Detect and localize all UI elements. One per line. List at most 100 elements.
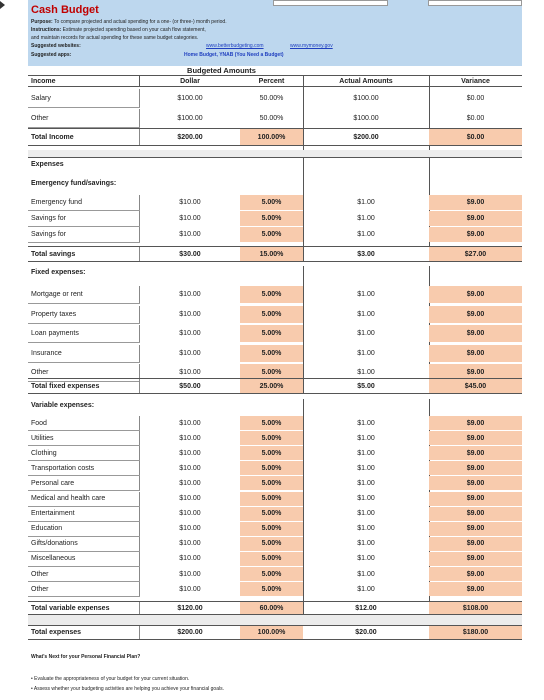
- variance-cell[interactable]: $9.00: [429, 211, 522, 226]
- variance-cell[interactable]: $27.00: [429, 247, 522, 261]
- dollar-cell[interactable]: $10.00: [179, 570, 201, 578]
- percent-cell[interactable]: 5.00%: [240, 506, 303, 521]
- percent-cell[interactable]: 5.00%: [240, 305, 303, 323]
- actual-cell[interactable]: $12.00: [355, 604, 377, 612]
- dollar-cell[interactable]: $100.00: [177, 94, 203, 102]
- variance-cell[interactable]: $9.00: [429, 364, 522, 381]
- dollar-cell[interactable]: $10.00: [179, 434, 201, 442]
- percent-cell[interactable]: 100.00%: [240, 626, 303, 639]
- dollar-cell[interactable]: $10.00: [179, 330, 201, 337]
- variance-cell[interactable]: $9.00: [429, 491, 522, 506]
- dollar-cell[interactable]: $10.00: [179, 495, 201, 502]
- percent-cell[interactable]: 5.00%: [240, 461, 303, 476]
- dollar-cell[interactable]: $10.00: [179, 199, 201, 206]
- percent-cell[interactable]: 15.00%: [240, 247, 303, 261]
- actual-cell[interactable]: $1.00: [357, 199, 375, 206]
- variance-cell[interactable]: $9.00: [429, 582, 522, 597]
- percent-cell[interactable]: 60.00%: [240, 602, 303, 614]
- dollar-cell[interactable]: $10.00: [179, 231, 201, 238]
- actual-cell[interactable]: $1.00: [357, 434, 375, 442]
- percent-cell[interactable]: 50.00%: [259, 114, 284, 122]
- variance-cell[interactable]: $9.00: [429, 344, 522, 362]
- actual-cell[interactable]: $1.00: [357, 540, 375, 548]
- variance-cell[interactable]: $9.00: [429, 305, 522, 323]
- actual-cell[interactable]: $1.00: [357, 419, 375, 427]
- variance-cell[interactable]: $9.00: [429, 227, 522, 242]
- actual-cell[interactable]: $1.00: [357, 215, 375, 222]
- percent-cell[interactable]: 5.00%: [240, 521, 303, 536]
- variance-cell[interactable]: $0.00: [466, 94, 485, 102]
- percent-cell[interactable]: 5.00%: [240, 344, 303, 362]
- actual-cell[interactable]: $1.00: [357, 464, 375, 472]
- percent-cell[interactable]: 5.00%: [240, 431, 303, 446]
- website-link[interactable]: www.mymoney.gov: [290, 43, 333, 49]
- percent-cell[interactable]: 5.00%: [240, 536, 303, 551]
- website-link[interactable]: www.betterbudgeting.com: [206, 43, 264, 49]
- header-input-box[interactable]: [428, 0, 522, 6]
- dollar-cell[interactable]: $10.00: [179, 464, 201, 472]
- percent-cell[interactable]: 5.00%: [240, 286, 303, 303]
- actual-cell[interactable]: $1.00: [357, 570, 375, 578]
- variance-cell[interactable]: $45.00: [429, 379, 522, 393]
- variance-cell[interactable]: $9.00: [429, 286, 522, 303]
- variance-cell[interactable]: $9.00: [429, 195, 522, 210]
- percent-cell[interactable]: 5.00%: [240, 491, 303, 506]
- dollar-cell[interactable]: $200.00: [177, 629, 203, 636]
- percent-cell[interactable]: 50.00%: [259, 94, 284, 102]
- dollar-cell[interactable]: $10.00: [179, 585, 201, 593]
- percent-cell[interactable]: 5.00%: [240, 195, 303, 210]
- variance-cell[interactable]: $0.00: [466, 114, 485, 122]
- actual-cell[interactable]: $1.00: [357, 525, 375, 533]
- dollar-cell[interactable]: $120.00: [177, 604, 203, 612]
- actual-cell[interactable]: $3.00: [357, 250, 375, 258]
- actual-cell[interactable]: $1.00: [357, 555, 375, 563]
- dollar-cell[interactable]: $100.00: [177, 114, 203, 122]
- actual-cell[interactable]: $20.00: [355, 629, 377, 636]
- dollar-cell[interactable]: $50.00: [179, 382, 201, 390]
- dollar-cell[interactable]: $10.00: [179, 310, 201, 318]
- dollar-cell[interactable]: $10.00: [179, 555, 201, 563]
- variance-cell[interactable]: $9.00: [429, 325, 522, 342]
- actual-cell[interactable]: $1.00: [357, 369, 375, 376]
- percent-cell[interactable]: 5.00%: [240, 567, 303, 581]
- variance-cell[interactable]: $9.00: [429, 461, 522, 476]
- dollar-cell[interactable]: $10.00: [179, 449, 201, 457]
- actual-cell[interactable]: $1.00: [357, 310, 375, 318]
- dollar-cell[interactable]: $10.00: [179, 479, 201, 487]
- actual-cell[interactable]: $1.00: [357, 510, 375, 518]
- actual-cell[interactable]: $100.00: [353, 114, 379, 122]
- percent-cell[interactable]: 5.00%: [240, 325, 303, 342]
- percent-cell[interactable]: 5.00%: [240, 227, 303, 242]
- dollar-cell[interactable]: $10.00: [179, 419, 201, 427]
- variance-cell[interactable]: $108.00: [429, 602, 522, 614]
- variance-cell[interactable]: $9.00: [429, 446, 522, 461]
- dollar-cell[interactable]: $10.00: [179, 540, 201, 548]
- actual-cell[interactable]: $1.00: [357, 585, 375, 593]
- header-input-box[interactable]: [273, 0, 388, 6]
- variance-cell[interactable]: $9.00: [429, 476, 522, 491]
- dollar-cell[interactable]: $10.00: [179, 215, 201, 222]
- variance-cell[interactable]: $0.00: [429, 129, 522, 145]
- percent-cell[interactable]: 5.00%: [240, 416, 303, 430]
- percent-cell[interactable]: 5.00%: [240, 582, 303, 597]
- variance-cell[interactable]: $9.00: [429, 431, 522, 446]
- percent-cell[interactable]: 5.00%: [240, 364, 303, 381]
- percent-cell[interactable]: 100.00%: [240, 129, 303, 145]
- actual-cell[interactable]: $1.00: [357, 449, 375, 457]
- percent-cell[interactable]: 5.00%: [240, 551, 303, 566]
- dollar-cell[interactable]: $10.00: [179, 291, 201, 298]
- variance-cell[interactable]: $9.00: [429, 416, 522, 430]
- actual-cell[interactable]: $1.00: [357, 495, 375, 502]
- variance-cell[interactable]: $180.00: [429, 626, 522, 639]
- variance-cell[interactable]: $9.00: [429, 551, 522, 566]
- dollar-cell[interactable]: $200.00: [177, 133, 203, 141]
- dollar-cell[interactable]: $10.00: [179, 510, 201, 518]
- actual-cell[interactable]: $200.00: [353, 133, 379, 141]
- percent-cell[interactable]: 25.00%: [240, 379, 303, 393]
- percent-cell[interactable]: 5.00%: [240, 476, 303, 491]
- dollar-cell[interactable]: $10.00: [179, 369, 201, 376]
- percent-cell[interactable]: 5.00%: [240, 446, 303, 461]
- dollar-cell[interactable]: $10.00: [179, 525, 201, 533]
- dollar-cell[interactable]: $10.00: [179, 349, 201, 357]
- actual-cell[interactable]: $1.00: [357, 349, 375, 357]
